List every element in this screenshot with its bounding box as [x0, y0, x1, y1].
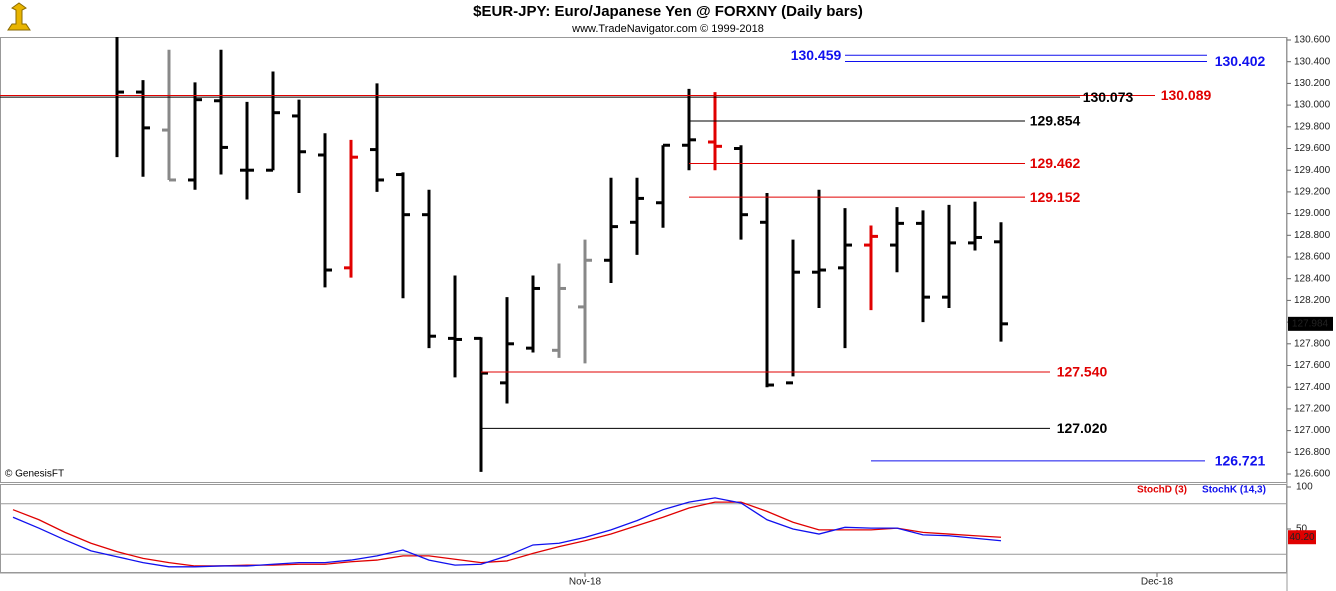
y-tick-label: 129.600 [1294, 143, 1331, 154]
y-tick-label: 128.400 [1294, 273, 1331, 284]
last-price-box [1288, 316, 1333, 331]
y-tick-label: 128.600 [1294, 252, 1331, 263]
y-tick-label: 128.200 [1294, 295, 1331, 306]
y-tick-label: 126.600 [1294, 469, 1331, 480]
y-tick-label: 50 [1296, 524, 1308, 535]
level-label: 130.459 [791, 47, 842, 63]
level-label: 126.721 [1215, 453, 1266, 469]
level-label: 130.073 [1083, 89, 1134, 105]
x-tick-label: Nov-18 [569, 577, 602, 588]
y-tick-label: 129.200 [1294, 187, 1331, 198]
level-label: 129.462 [1030, 155, 1081, 171]
y-tick-label: 129.800 [1294, 121, 1331, 132]
y-tick-label: 127.200 [1294, 404, 1331, 415]
y-tick-label: 127.800 [1294, 338, 1331, 349]
y-tick-label: 128.800 [1294, 230, 1331, 241]
y-tick-label: 130.400 [1294, 56, 1331, 67]
y-tick-label: 127.000 [1294, 425, 1331, 436]
stoch-line [12, 497, 1002, 568]
y-tick-label: 126.800 [1294, 447, 1331, 458]
level-label: 127.540 [1057, 364, 1108, 380]
level-label: 129.152 [1030, 189, 1081, 205]
last-value-label: 40.20 [1289, 532, 1314, 543]
y-tick-label: 130.200 [1294, 78, 1331, 89]
level-label: 130.089 [1161, 87, 1212, 103]
y-tick-label: 100 [1296, 482, 1313, 493]
legend-label: StochK (14,3) [1202, 485, 1266, 496]
chart-title: $EUR-JPY: Euro/Japanese Yen @ FORXNY (Da… [473, 3, 863, 20]
chart-subtitle: www.TradeNavigator.com © 1999-2018 [571, 23, 764, 35]
price-plot [115, 37, 1008, 472]
y-tick-label: 127.400 [1294, 382, 1331, 393]
credit: © GenesisFT [5, 469, 64, 480]
x-tick-label: Dec-18 [1141, 577, 1174, 588]
y-tick-label: 129.400 [1294, 165, 1331, 176]
last-price-label: 127.984 [1292, 318, 1329, 329]
logo [7, 2, 31, 31]
y-tick-label: 130.600 [1294, 35, 1331, 46]
y-tick-label: 129.000 [1294, 208, 1331, 219]
level-label: 129.854 [1030, 113, 1081, 129]
y-tick-label: 130.000 [1294, 100, 1331, 111]
last-value-box [1288, 530, 1316, 545]
level-label: 127.020 [1057, 420, 1108, 436]
level-label: 130.402 [1215, 53, 1266, 69]
y-tick-label: 127.600 [1294, 360, 1331, 371]
legend-label: StochD (3) [1137, 485, 1187, 496]
